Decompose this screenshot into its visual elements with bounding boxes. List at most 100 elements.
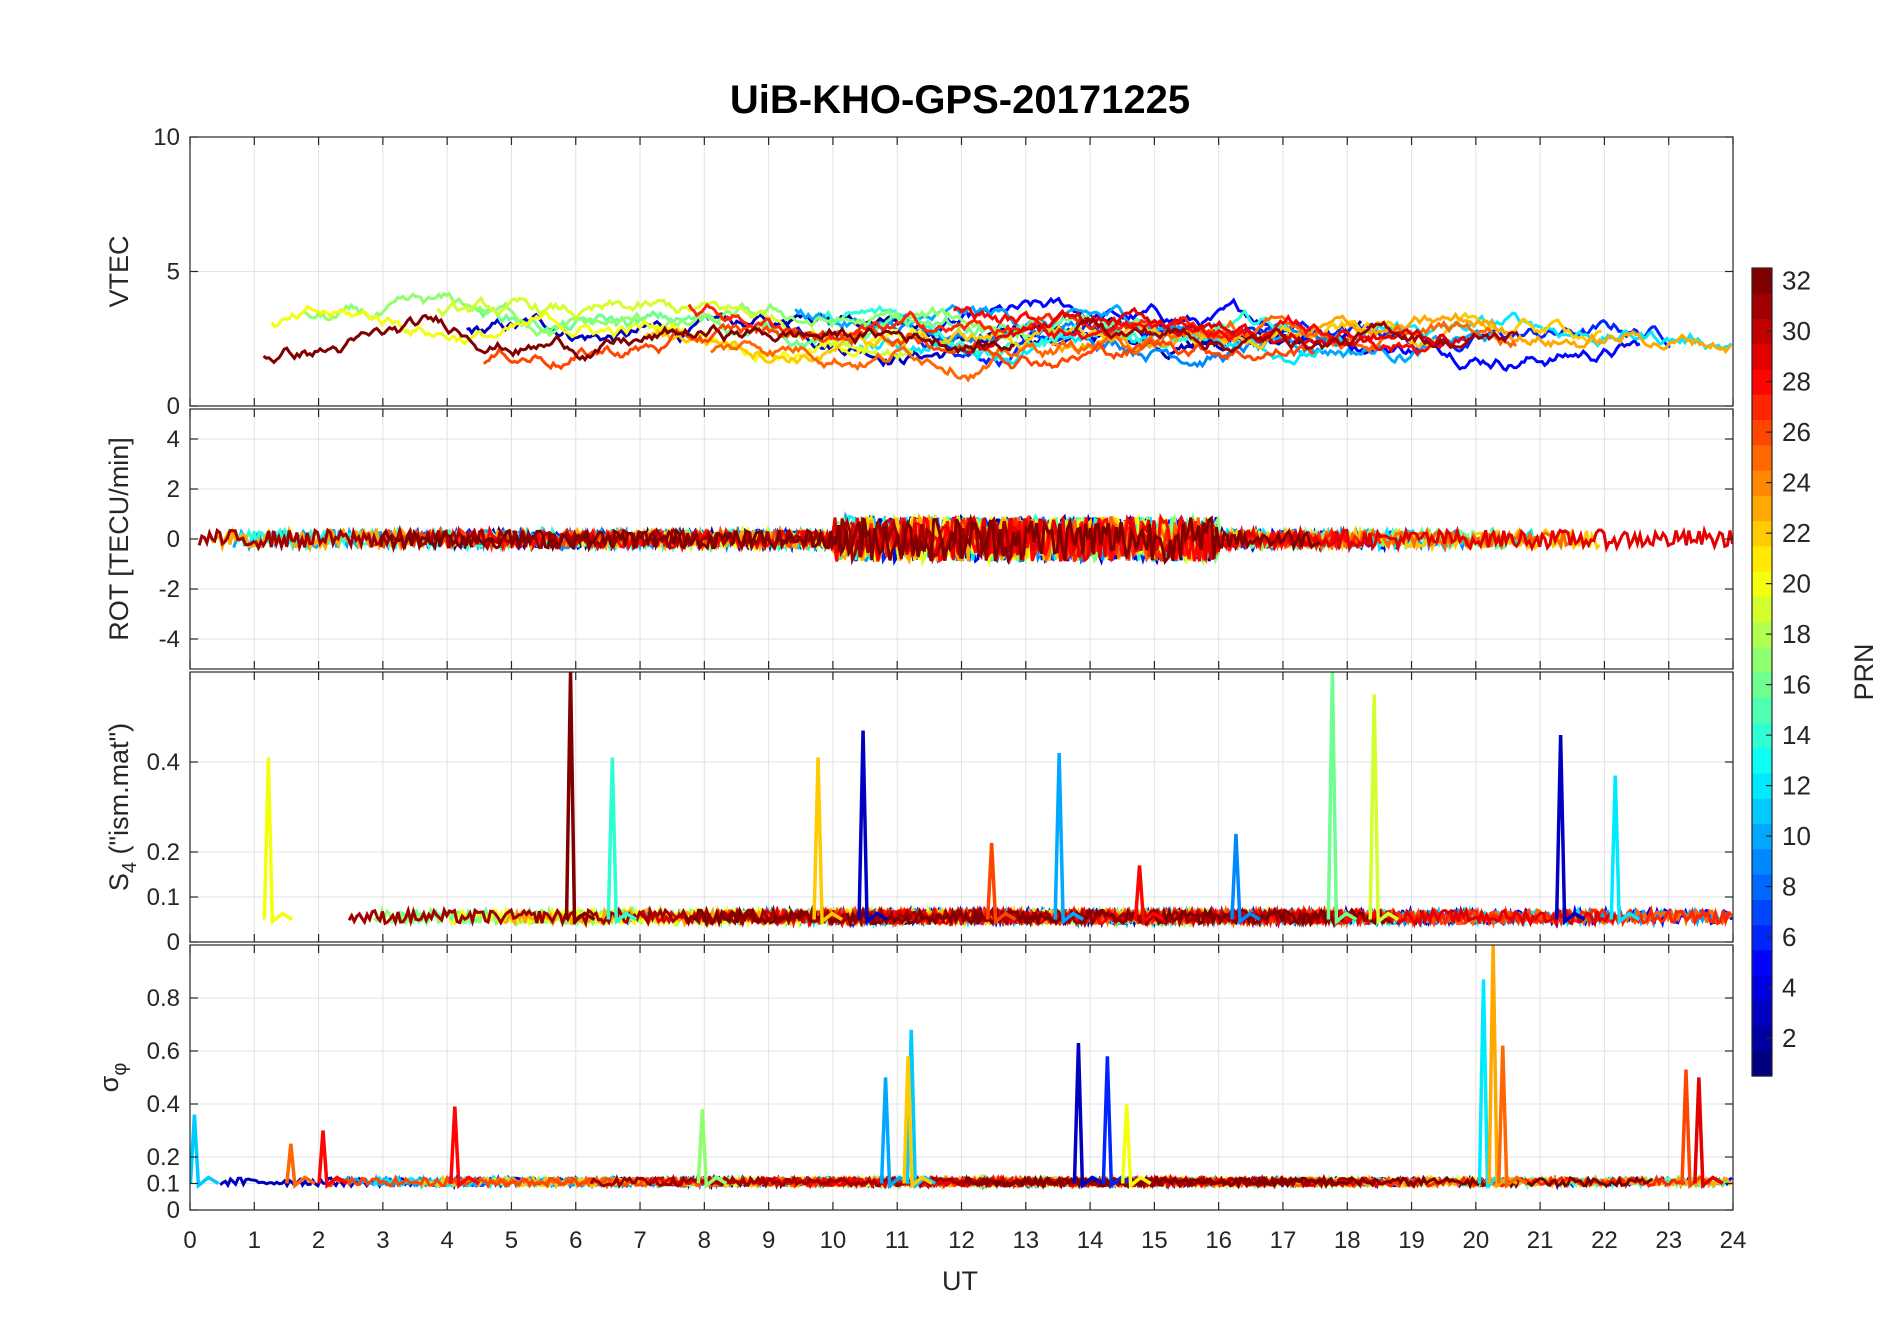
spike-mark-0 bbox=[262, 757, 294, 926]
colorbar-segment bbox=[1752, 1025, 1772, 1052]
y-tick-label: 0 bbox=[167, 929, 180, 956]
x-tick-label: 19 bbox=[1398, 1227, 1425, 1254]
y-axis-label: S4 ("ism.mat") bbox=[104, 723, 141, 891]
colorbar-segment bbox=[1752, 773, 1772, 799]
y-tick-label: 0 bbox=[167, 1197, 180, 1224]
spike-mark-4 bbox=[696, 1109, 728, 1189]
colorbar-segment bbox=[1752, 672, 1772, 698]
y-tick-label: 0.4 bbox=[147, 749, 180, 776]
y-tick-label: 0 bbox=[167, 526, 180, 553]
y-tick-label: 0.1 bbox=[147, 884, 180, 911]
spike-mark-11 bbox=[985, 842, 1017, 925]
y-tick-label: 10 bbox=[153, 124, 180, 151]
x-tick-label: 20 bbox=[1462, 1227, 1489, 1254]
x-tick-label: 7 bbox=[633, 1227, 646, 1254]
colorbar-segment bbox=[1752, 848, 1772, 875]
x-tick-label: 1 bbox=[248, 1227, 261, 1254]
x-tick-label: 17 bbox=[1270, 1227, 1297, 1254]
panel-series bbox=[197, 511, 1733, 568]
colorbar-label: PRN bbox=[1849, 643, 1879, 700]
colorbar-segment bbox=[1752, 520, 1772, 547]
spike-mark-1 bbox=[285, 1143, 316, 1189]
colorbar-tick-label: 20 bbox=[1782, 569, 1811, 599]
colorbar-segment bbox=[1752, 697, 1772, 724]
colorbar-segment bbox=[1752, 596, 1772, 623]
spike-mark-5 bbox=[1053, 752, 1085, 926]
colorbar-segment bbox=[1752, 924, 1772, 951]
series-line-prn-12 bbox=[858, 311, 1733, 366]
spike-mark-10 bbox=[1120, 1103, 1152, 1190]
spike-mark-15 bbox=[1693, 1077, 1724, 1190]
colorbar-tick-label: 22 bbox=[1782, 518, 1811, 548]
panel-series bbox=[262, 672, 1733, 930]
y-axis-label: ROT [TECU/min] bbox=[104, 437, 134, 641]
spike-mark-13 bbox=[1497, 1045, 1528, 1190]
colorbar-tick-label: 18 bbox=[1782, 619, 1811, 649]
colorbar-tick-label: 10 bbox=[1782, 821, 1811, 851]
series-line-prn-26 bbox=[482, 322, 1315, 371]
colorbar-segment bbox=[1752, 394, 1772, 421]
colorbar-segment bbox=[1752, 268, 1772, 294]
x-tick-label: 2 bbox=[312, 1227, 325, 1254]
x-tick-label: 10 bbox=[820, 1227, 847, 1254]
y-tick-label: 0.2 bbox=[147, 839, 180, 866]
series-line-prn-32 bbox=[684, 905, 1392, 929]
colorbar-tick-label: 30 bbox=[1782, 316, 1811, 346]
series-line-prn-32 bbox=[379, 515, 1321, 566]
spike-mark-3 bbox=[812, 757, 843, 926]
colorbar-segment bbox=[1752, 419, 1772, 446]
y-tick-label: 0.8 bbox=[147, 985, 180, 1012]
panel-series bbox=[190, 945, 1733, 1191]
spike-mark-10 bbox=[1609, 775, 1641, 926]
colorbar-segment bbox=[1752, 293, 1772, 320]
colorbar-tick-label: 14 bbox=[1782, 720, 1811, 750]
series-line-prn-31 bbox=[1073, 316, 1519, 354]
colorbar-tick-label: 28 bbox=[1782, 367, 1811, 397]
y-tick-label: 5 bbox=[167, 259, 180, 286]
x-tick-label: 0 bbox=[183, 1227, 196, 1254]
spike-mark-1 bbox=[564, 672, 596, 926]
x-tick-label: 6 bbox=[569, 1227, 582, 1254]
colorbar-segment bbox=[1752, 1050, 1772, 1077]
colorbar-tick-label: 8 bbox=[1782, 872, 1796, 902]
y-tick-label: 0.4 bbox=[147, 1091, 180, 1118]
x-tick-label: 5 bbox=[505, 1227, 518, 1254]
chart-title: UiB-KHO-GPS-20171225 bbox=[730, 78, 1190, 122]
colorbar-segment bbox=[1752, 747, 1772, 774]
series-line-prn-28 bbox=[952, 305, 1454, 357]
spike-mark-2 bbox=[606, 757, 638, 926]
colorbar-segment bbox=[1752, 545, 1772, 572]
x-tick-label: 22 bbox=[1591, 1227, 1618, 1254]
colorbar-tick-label: 4 bbox=[1782, 973, 1796, 1003]
y-tick-label: 4 bbox=[167, 426, 180, 453]
colorbar-segment bbox=[1752, 495, 1772, 522]
series-line-prn-32 bbox=[965, 1173, 1654, 1190]
x-tick-label: 8 bbox=[698, 1227, 711, 1254]
colorbar-segment bbox=[1752, 975, 1772, 1001]
x-tick-label: 12 bbox=[948, 1227, 975, 1254]
series-line-prn-32 bbox=[262, 313, 1015, 365]
colorbar-segment bbox=[1752, 571, 1772, 597]
x-tick-label: 9 bbox=[762, 1227, 775, 1254]
spike-mark-0 bbox=[190, 1114, 220, 1189]
spike-mark-2 bbox=[317, 1130, 348, 1189]
colorbar-segment bbox=[1752, 621, 1772, 648]
x-tick-label: 11 bbox=[885, 1227, 910, 1254]
x-tick-label: 13 bbox=[1012, 1227, 1039, 1254]
series-line-prn-29 bbox=[964, 306, 1468, 355]
colorbar-segment bbox=[1752, 369, 1772, 395]
spike-mark-9 bbox=[1554, 734, 1586, 926]
series-line-prn-27 bbox=[687, 302, 1233, 342]
y-axis-label: σφ bbox=[94, 1063, 131, 1093]
x-axis-label: UT bbox=[942, 1266, 978, 1296]
colorbar-segment bbox=[1752, 722, 1772, 749]
colorbar-segment bbox=[1752, 318, 1772, 345]
spike-mark-6 bbox=[1230, 833, 1261, 926]
spike-mark-7 bbox=[1326, 672, 1358, 926]
spike-mark-8 bbox=[1368, 694, 1400, 926]
x-tick-label: 21 bbox=[1527, 1227, 1554, 1254]
colorbar-segment bbox=[1752, 646, 1772, 673]
colorbar-segment bbox=[1752, 470, 1772, 496]
